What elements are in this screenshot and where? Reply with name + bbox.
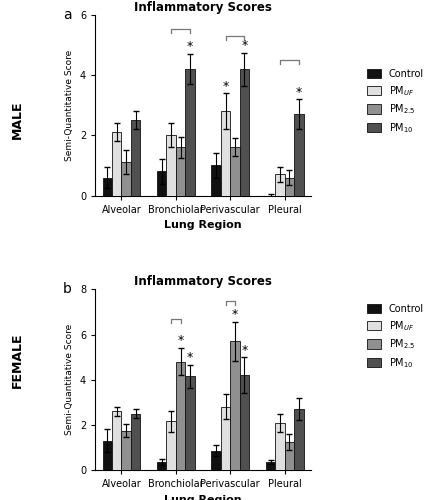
Text: a: a — [63, 8, 71, 22]
Bar — [112, 132, 121, 196]
Text: *: * — [232, 308, 238, 322]
Text: *: * — [187, 351, 193, 364]
Bar — [221, 112, 230, 196]
Bar — [275, 422, 285, 470]
Bar — [211, 166, 221, 196]
Text: *: * — [295, 86, 302, 98]
Bar — [275, 174, 285, 196]
Bar — [166, 422, 176, 470]
Bar — [176, 362, 185, 470]
Text: FEMALE: FEMALE — [11, 332, 24, 388]
Title: Inflammatory Scores: Inflammatory Scores — [134, 1, 272, 14]
Bar — [157, 172, 166, 196]
Bar — [266, 462, 275, 470]
Legend: Control, PM$_{UF}$, PM$_{2.5}$, PM$_{10}$: Control, PM$_{UF}$, PM$_{2.5}$, PM$_{10}… — [363, 65, 428, 139]
X-axis label: Lung Region: Lung Region — [164, 494, 242, 500]
Y-axis label: Semi-Quantitative Score: Semi-Quantitative Score — [65, 324, 74, 436]
Text: *: * — [187, 40, 193, 52]
Bar — [157, 462, 166, 470]
Bar — [230, 342, 240, 470]
Text: *: * — [178, 334, 184, 347]
Text: MALE: MALE — [11, 101, 24, 139]
Text: b: b — [63, 282, 72, 296]
Bar — [294, 114, 304, 196]
Bar — [240, 375, 249, 470]
Bar — [230, 148, 240, 196]
Title: Inflammatory Scores: Inflammatory Scores — [134, 276, 272, 288]
Bar — [121, 162, 131, 196]
X-axis label: Lung Region: Lung Region — [164, 220, 242, 230]
Bar — [112, 412, 121, 470]
Bar — [176, 148, 185, 196]
Bar — [121, 430, 131, 470]
Text: *: * — [241, 344, 248, 356]
Bar — [166, 136, 176, 196]
Bar — [131, 414, 140, 470]
Legend: Control, PM$_{UF}$, PM$_{2.5}$, PM$_{10}$: Control, PM$_{UF}$, PM$_{2.5}$, PM$_{10}… — [363, 300, 428, 374]
Bar — [185, 69, 195, 196]
Bar — [294, 409, 304, 470]
Y-axis label: Semi-Quantitative Score: Semi-Quantitative Score — [65, 50, 74, 161]
Bar — [102, 440, 112, 470]
Bar — [240, 69, 249, 196]
Bar — [185, 376, 195, 470]
Bar — [221, 407, 230, 470]
Text: *: * — [222, 80, 229, 92]
Bar — [285, 178, 294, 196]
Bar — [102, 178, 112, 196]
Text: *: * — [241, 38, 248, 52]
Bar — [211, 451, 221, 470]
Bar — [131, 120, 140, 196]
Bar — [285, 442, 294, 470]
